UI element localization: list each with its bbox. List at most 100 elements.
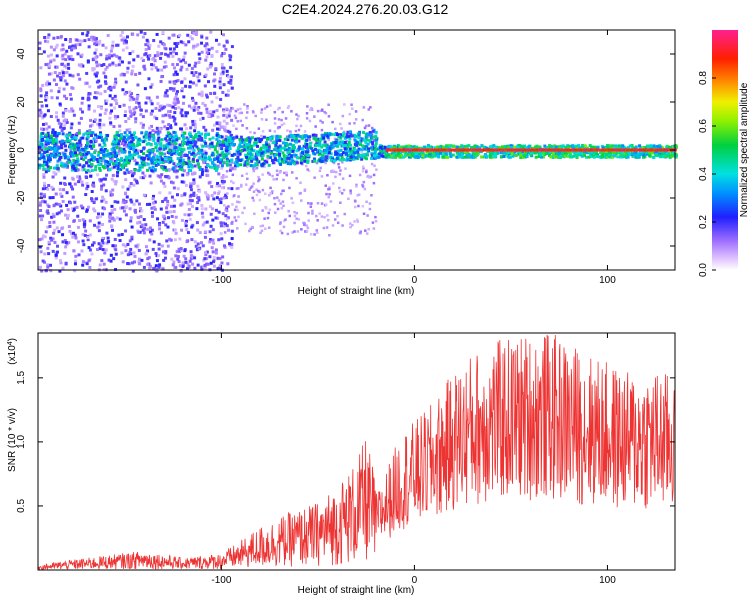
spectrogram-cell	[355, 141, 359, 145]
spectrogram-cell	[121, 48, 125, 52]
spectrogram-cell	[41, 187, 45, 191]
spectrogram-cell	[287, 209, 290, 213]
spectrogram-cell	[167, 176, 171, 180]
spectrogram-cell	[274, 135, 277, 138]
spectrogram-cell	[456, 152, 460, 156]
spectrogram-cell	[228, 112, 231, 115]
spectrogram-cell	[371, 129, 375, 133]
spectrogram-cell	[236, 208, 239, 212]
spectrogram-cell	[214, 248, 218, 252]
spectrogram-cell	[152, 158, 156, 162]
spectrogram-cell	[650, 151, 654, 155]
spectrogram-cell	[171, 54, 175, 58]
spectrogram-cell	[231, 136, 235, 140]
spectrogram-cell	[192, 46, 196, 50]
spectrogram-cell	[110, 54, 114, 58]
spectrogram-cell	[199, 111, 203, 115]
spectrogram-cell	[53, 143, 57, 147]
spectrogram-cell	[124, 163, 128, 167]
spectrogram-cell	[133, 150, 137, 154]
spectrogram-cell	[234, 167, 237, 171]
spectrogram-cell	[89, 165, 93, 169]
spectrogram-cell	[670, 146, 674, 150]
spectrogram-cell	[321, 154, 325, 158]
spectrogram-line-cell	[454, 148, 458, 152]
spectrogram-cell	[185, 136, 189, 140]
spectrogram-cell	[217, 127, 221, 131]
spectrogram-cell	[88, 129, 92, 133]
spectrogram-cell	[86, 238, 90, 242]
spectrogram-cell	[76, 73, 80, 77]
spectrogram-cell	[233, 216, 237, 219]
spectrogram-cell	[310, 141, 314, 144]
spectrogram-cell	[103, 137, 107, 141]
spectrogram-cell	[51, 249, 55, 253]
spectrogram-cell	[131, 32, 135, 36]
spectrogram-cell	[150, 214, 154, 218]
spectrogram-line-cell	[494, 148, 498, 152]
spectrogram-cell	[87, 104, 91, 108]
spectrogram-cell	[240, 111, 243, 115]
spectrogram-cell	[434, 151, 438, 155]
spectrogram-cell	[295, 140, 299, 144]
spectrogram-cell	[44, 98, 48, 102]
spectrogram-cell	[99, 133, 103, 137]
spectrogram-cell	[225, 69, 229, 73]
spectrogram-cell	[201, 170, 205, 174]
spectrogram-cell	[342, 188, 346, 192]
spectrogram-line-cell	[541, 148, 545, 152]
spectrogram-cell	[306, 168, 309, 171]
spectrogram-cell	[227, 139, 231, 143]
spectrogram-cell	[348, 122, 351, 125]
spectrogram-cell	[243, 163, 247, 167]
spectrogram-cell	[128, 105, 132, 109]
spectrogram-cell	[122, 209, 126, 213]
spectrogram-cell	[38, 166, 42, 170]
spectrogram-cell	[63, 239, 67, 243]
spectrogram-cell	[246, 177, 249, 181]
spectrogram-cell	[97, 63, 101, 67]
spectrogram-cell	[171, 135, 175, 139]
spectrogram-cell	[97, 135, 101, 139]
spectrogram-cell	[273, 158, 277, 162]
spectrogram-cell	[160, 244, 164, 248]
spectrogram-cell	[134, 106, 138, 110]
spectrogram-cell	[261, 129, 265, 133]
spectrogram-cell	[40, 269, 44, 273]
spectrogram-cell	[668, 155, 672, 159]
spectrogram-cell	[65, 191, 69, 195]
spectrogram-cell	[312, 136, 316, 140]
spectrogram-cell	[360, 151, 364, 154]
spectrogram-cell	[533, 151, 537, 155]
spectrogram-cell	[225, 206, 229, 210]
spectrogram-cell	[537, 154, 541, 158]
spectrogram-cell	[88, 85, 92, 89]
spectrogram-cell	[129, 114, 133, 118]
spectrogram-cell	[166, 225, 170, 229]
spectrogram-cell	[220, 62, 224, 66]
spectrogram-cell	[175, 138, 179, 142]
spectrogram-cell	[184, 43, 188, 47]
spectrogram-cell	[198, 72, 202, 76]
spectrogram-cell	[204, 253, 208, 257]
spectrogram-cell	[228, 136, 232, 140]
spectrogram-cell	[424, 154, 428, 158]
spectrogram-cell	[105, 149, 109, 153]
spectrogram-cell	[120, 158, 124, 162]
spectrogram-cell	[115, 146, 119, 150]
spectrogram-cell	[308, 138, 311, 142]
spectrogram-cell	[332, 161, 336, 165]
spectrogram-cell	[226, 216, 230, 220]
spectrogram-cell	[261, 209, 264, 212]
spectrogram-cell	[170, 195, 174, 199]
spectrogram-cell	[95, 71, 99, 75]
spectrogram-cell	[174, 215, 178, 219]
spectrogram-cell	[232, 152, 236, 156]
spectrogram-cell	[204, 58, 208, 62]
spectrogram-cell	[201, 153, 205, 157]
spectrogram-cell	[61, 47, 65, 51]
spectrogram-cell	[45, 127, 49, 131]
spectrogram-cell	[128, 131, 132, 135]
spectrogram-cell	[123, 201, 127, 205]
spectrogram-cell	[181, 158, 185, 162]
